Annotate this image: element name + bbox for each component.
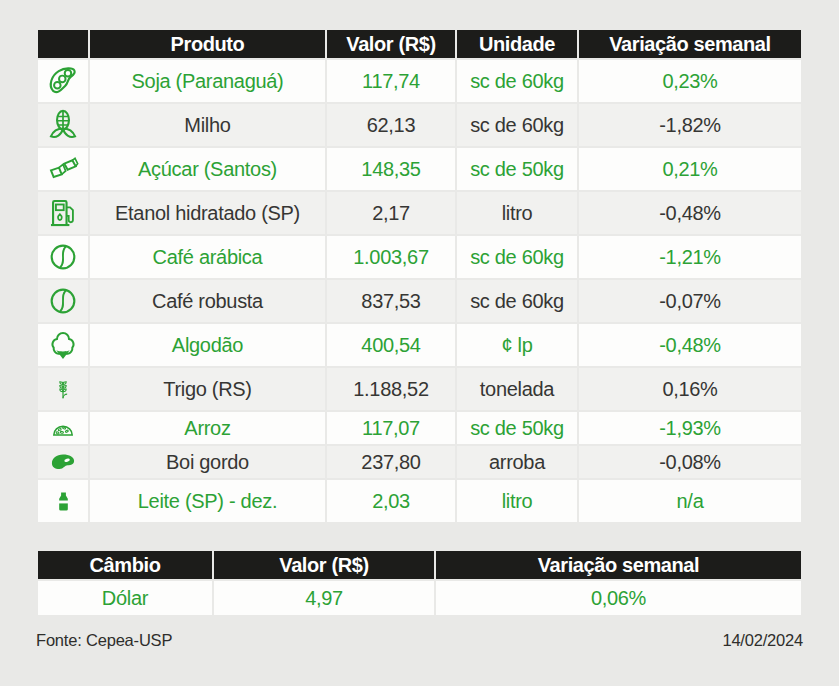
exchange-column-header: Câmbio — [38, 551, 212, 579]
commodities-table: Produto Valor (R$) Unidade Variação sema… — [36, 28, 803, 524]
exchange-header-row: Câmbio Valor (R$) Variação semanal — [38, 551, 801, 579]
product-cell: Boi gordo — [90, 446, 325, 478]
table-row: Trigo (RS)1.188,52tonelada0,16% — [38, 368, 801, 410]
rice-icon — [50, 415, 76, 441]
currency-cell: Dólar — [38, 581, 212, 615]
variation-cell: -1,21% — [579, 236, 801, 278]
exchange-variation-column-header: Variação semanal — [436, 551, 801, 579]
footer: Fonte: Cepea-USP 14/02/2024 — [36, 631, 803, 650]
variation-cell: -0,08% — [579, 446, 801, 478]
table-row: Milho62,13sc de 60kg-1,82% — [38, 104, 801, 146]
value-cell: 4,97 — [214, 581, 434, 615]
product-cell: Café arábica — [90, 236, 325, 278]
unit-cell: tonelada — [457, 368, 577, 410]
unit-cell: sc de 60kg — [457, 104, 577, 146]
value-cell: 1.188,52 — [327, 368, 455, 410]
variation-cell: 0,23% — [579, 60, 801, 102]
value-column-header: Valor (R$) — [327, 30, 455, 58]
product-cell: Leite (SP) - dez. — [90, 480, 325, 522]
product-column-header: Produto — [90, 30, 325, 58]
icon-column-header — [38, 30, 88, 58]
soybean-icon — [46, 64, 80, 98]
variation-cell: -0,48% — [579, 324, 801, 366]
row-icon-cell — [38, 148, 88, 190]
row-icon-cell — [38, 192, 88, 234]
date-text: 14/02/2024 — [722, 631, 803, 650]
value-cell: 117,07 — [327, 412, 455, 444]
unit-cell: arroba — [457, 446, 577, 478]
commodities-header-row: Produto Valor (R$) Unidade Variação sema… — [38, 30, 801, 58]
product-cell: Soja (Paranaguá) — [90, 60, 325, 102]
unit-cell: ¢ lp — [457, 324, 577, 366]
variation-cell: -0,48% — [579, 192, 801, 234]
exchange-table-body: Dólar4,970,06% — [38, 581, 801, 615]
unit-cell: litro — [457, 192, 577, 234]
product-cell: Café robusta — [90, 280, 325, 322]
coffee-bean-icon — [47, 241, 79, 273]
product-cell: Açúcar (Santos) — [90, 148, 325, 190]
row-icon-cell — [38, 446, 88, 478]
page: Produto Valor (R$) Unidade Variação sema… — [0, 0, 839, 650]
value-cell: 2,17 — [327, 192, 455, 234]
corn-icon — [46, 108, 80, 142]
variation-cell: 0,21% — [579, 148, 801, 190]
source-text: Fonte: Cepea-USP — [36, 631, 172, 650]
table-row: Café arábica1.003,67sc de 60kg-1,21% — [38, 236, 801, 278]
value-cell: 62,13 — [327, 104, 455, 146]
row-icon-cell — [38, 236, 88, 278]
value-cell: 117,74 — [327, 60, 455, 102]
exchange-value-column-header: Valor (R$) — [214, 551, 434, 579]
variation-cell: -0,07% — [579, 280, 801, 322]
variation-column-header: Variação semanal — [579, 30, 801, 58]
value-cell: 400,54 — [327, 324, 455, 366]
variation-cell: 0,16% — [579, 368, 801, 410]
wheat-icon — [52, 379, 74, 401]
row-icon-cell — [38, 480, 88, 522]
commodities-table-body: Soja (Paranaguá)117,74sc de 60kg0,23%Mil… — [38, 60, 801, 522]
row-icon-cell — [38, 324, 88, 366]
unit-cell: sc de 50kg — [457, 148, 577, 190]
table-row: Açúcar (Santos)148,35sc de 50kg0,21% — [38, 148, 801, 190]
steak-icon — [49, 448, 77, 476]
value-cell: 837,53 — [327, 280, 455, 322]
row-icon-cell — [38, 60, 88, 102]
row-icon-cell — [38, 368, 88, 410]
exchange-table: Câmbio Valor (R$) Variação semanal Dólar… — [36, 549, 803, 617]
value-cell: 148,35 — [327, 148, 455, 190]
product-cell: Algodão — [90, 324, 325, 366]
variation-cell: -1,93% — [579, 412, 801, 444]
table-row: Dólar4,970,06% — [38, 581, 801, 615]
fuel-pump-icon — [46, 196, 80, 230]
unit-cell: sc de 60kg — [457, 60, 577, 102]
table-row: Etanol hidratado (SP)2,17litro-0,48% — [38, 192, 801, 234]
variation-cell: 0,06% — [436, 581, 801, 615]
product-cell: Milho — [90, 104, 325, 146]
table-row: Leite (SP) - dez.2,03litron/a — [38, 480, 801, 522]
variation-cell: n/a — [579, 480, 801, 522]
unit-cell: sc de 60kg — [457, 236, 577, 278]
row-icon-cell — [38, 280, 88, 322]
table-row: Arroz117,07sc de 50kg-1,93% — [38, 412, 801, 444]
variation-cell: -1,82% — [579, 104, 801, 146]
unit-cell: sc de 50kg — [457, 412, 577, 444]
product-cell: Etanol hidratado (SP) — [90, 192, 325, 234]
value-cell: 1.003,67 — [327, 236, 455, 278]
table-row: Algodão400,54¢ lp-0,48% — [38, 324, 801, 366]
value-cell: 237,80 — [327, 446, 455, 478]
table-row: Café robusta837,53sc de 60kg-0,07% — [38, 280, 801, 322]
row-icon-cell — [38, 104, 88, 146]
value-cell: 2,03 — [327, 480, 455, 522]
unit-cell: sc de 60kg — [457, 280, 577, 322]
coffee-bean-icon — [47, 285, 79, 317]
cotton-icon — [47, 329, 79, 361]
table-row: Boi gordo237,80arroba-0,08% — [38, 446, 801, 478]
product-cell: Arroz — [90, 412, 325, 444]
row-icon-cell — [38, 412, 88, 444]
unit-cell: litro — [457, 480, 577, 522]
table-row: Soja (Paranaguá)117,74sc de 60kg0,23% — [38, 60, 801, 102]
product-cell: Trigo (RS) — [90, 368, 325, 410]
milk-bottle-icon — [52, 490, 75, 513]
unit-column-header: Unidade — [457, 30, 577, 58]
sugar-cubes-icon — [47, 153, 79, 185]
